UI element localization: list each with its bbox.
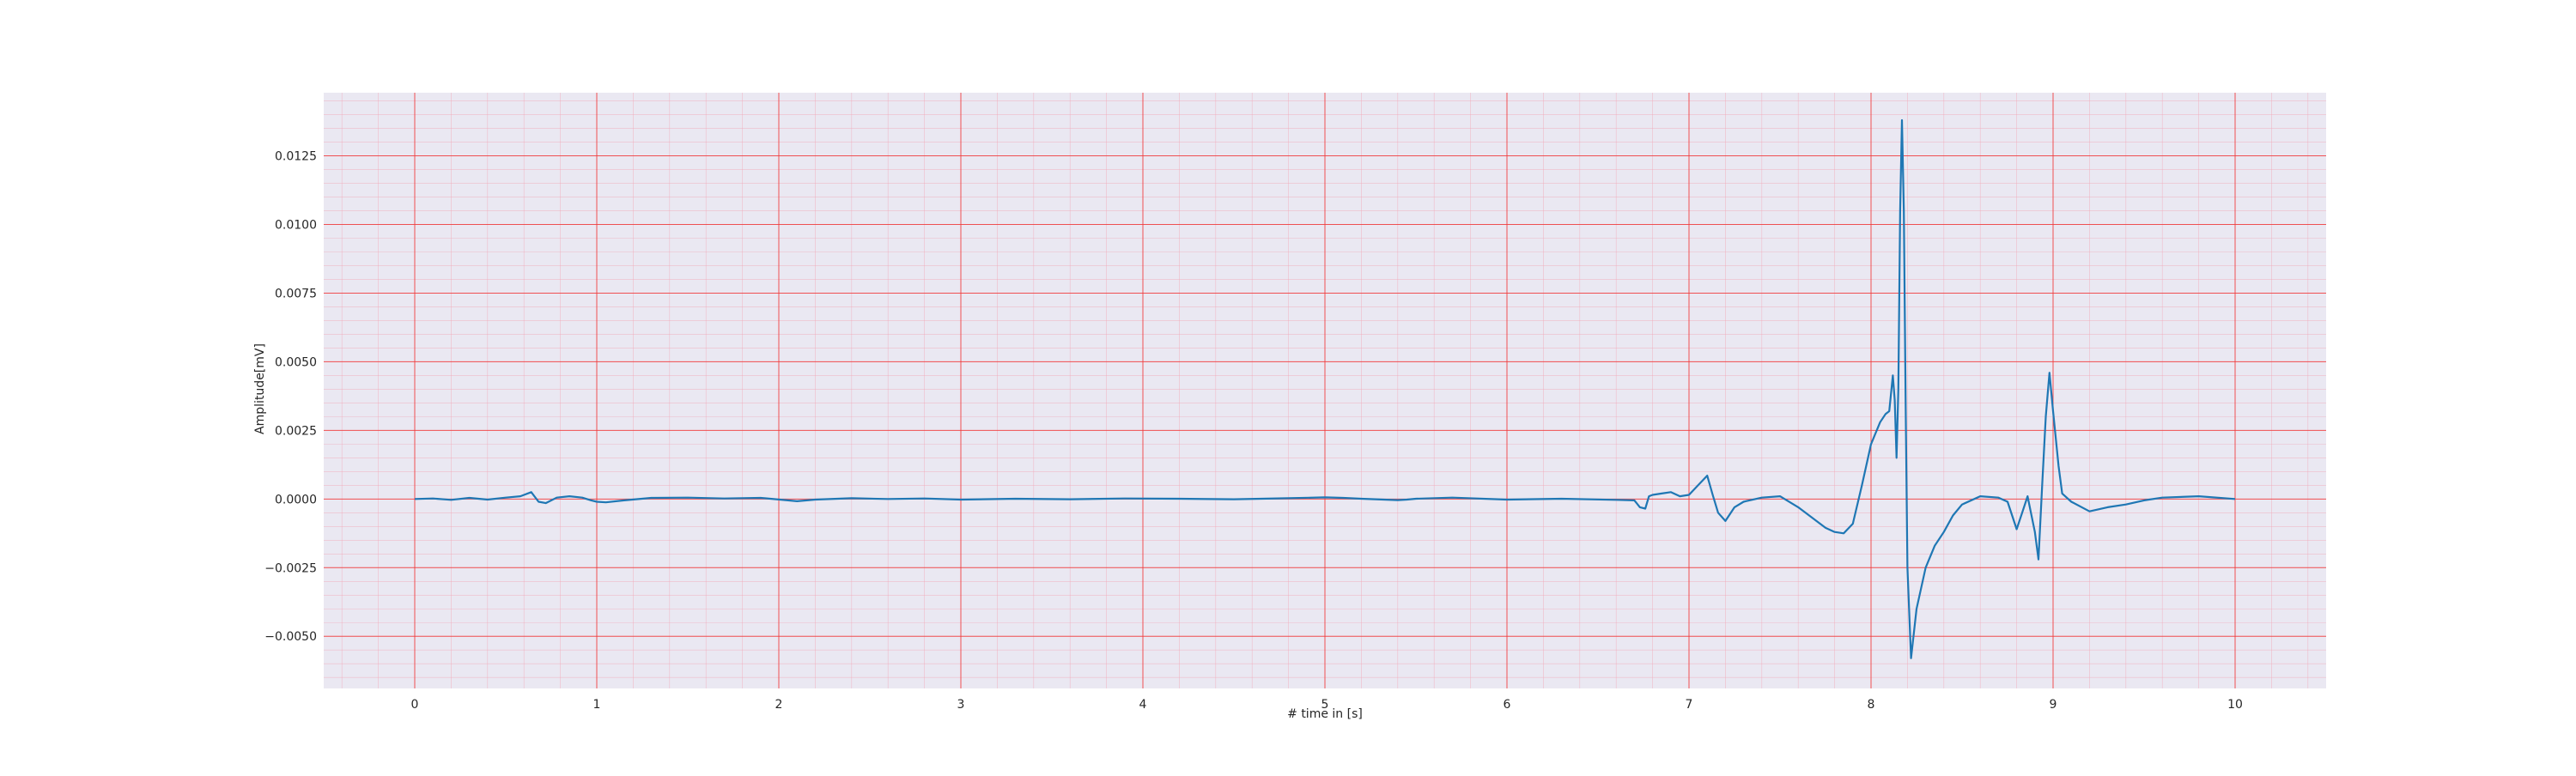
x-tick-label: 0 bbox=[411, 698, 419, 712]
y-tick-label: 0.0100 bbox=[275, 219, 317, 233]
y-tick-label: −0.0050 bbox=[264, 630, 317, 644]
x-tick-label: 3 bbox=[957, 698, 965, 712]
y-tick-label: 0.0050 bbox=[275, 355, 317, 369]
x-tick-label: 1 bbox=[593, 698, 601, 712]
y-tick-label: 0.0125 bbox=[275, 150, 317, 164]
x-tick-label: 10 bbox=[2227, 698, 2243, 712]
x-tick-label: 8 bbox=[1868, 698, 1875, 712]
x-tick-label: 2 bbox=[775, 698, 783, 712]
y-axis-label: Amplitude[mV] bbox=[253, 343, 267, 434]
y-tick-label: 0.0025 bbox=[275, 424, 317, 438]
x-tick-label: 7 bbox=[1686, 698, 1693, 712]
x-tick-label: 6 bbox=[1504, 698, 1511, 712]
y-tick-labels: −0.0050 −0.0025 0.0000 0.0025 0.0050 0.0075 0.… bbox=[264, 150, 317, 645]
x-tick-label: 4 bbox=[1139, 698, 1147, 712]
y-tick-label: 0.0075 bbox=[275, 287, 317, 300]
x-tick-label: 9 bbox=[2050, 698, 2057, 712]
x-axis-label: # time in [s] bbox=[1287, 707, 1363, 721]
y-tick-label: 0.0000 bbox=[275, 493, 317, 506]
y-tick-label: −0.0025 bbox=[264, 561, 317, 575]
